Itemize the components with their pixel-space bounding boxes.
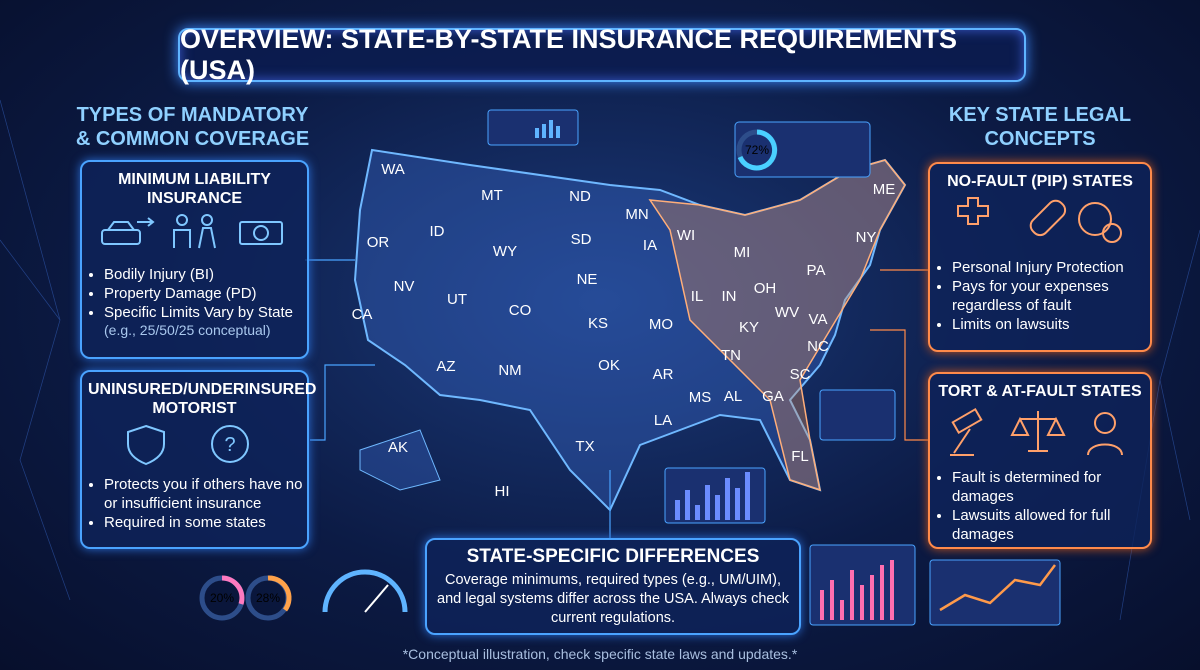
right-heading: KEY STATE LEGAL CONCEPTS [948,104,1132,150]
bullet: Pays for your expenses regardless of fau… [952,277,1150,315]
state-label: ID [430,223,445,240]
state-label: NM [498,362,521,379]
state-label: OR [367,234,390,251]
icons: ? [127,424,249,466]
state-label: AK [388,439,408,456]
state-label: LA [654,412,672,429]
panel-title: MINIMUM LIABILITY INSURANCE [118,171,271,207]
state-label: PA [807,262,826,279]
state-label: SC [790,366,811,383]
tort-panel: TORT & AT-FAULT STATES Fault is determin… [928,372,1152,549]
state-label: MO [649,316,673,333]
uninsured-panel: UNINSURED/UNDERINSURED MOTORIST ? Protec… [80,370,317,549]
differences-panel: STATE-SPECIFIC DIFFERENCES Coverage mini… [425,538,801,635]
no-fault-panel: NO-FAULT (PIP) STATES Personal Injury Pr… [928,162,1152,352]
state-label: MT [481,187,503,204]
bullet: Required in some states [104,513,307,532]
state-label: KS [588,315,608,332]
panel-text: Coverage minimums, required types (e.g.,… [437,572,789,626]
bullet: Property Damage (PD) [104,284,307,303]
bullet: Limits on lawsuits [952,315,1150,334]
state-label: GA [762,388,784,405]
state-label: CO [509,302,532,319]
state-label: KY [739,319,759,336]
bullet: Lawsuits allowed for full damages [952,506,1150,544]
footnote: *Conceptual illustration, check specific… [402,646,798,662]
state-label: NE [577,271,598,288]
donut-label: 28% [256,591,280,605]
state-label: IN [722,288,737,305]
state-label: MN [625,206,648,223]
no-fault-region [648,159,906,492]
svg-text:?: ? [224,434,235,456]
title-box: OVERVIEW: STATE-BY-STATE INSURANCE REQUI… [178,24,1026,85]
state-label: ME [873,181,896,198]
state-label: WV [775,304,799,321]
icons [957,197,1122,243]
state-label: IL [691,288,704,305]
icons [101,214,283,249]
state-label: WY [493,243,517,260]
state-label: OH [754,280,777,297]
state-label: NY [856,229,877,246]
state-label: TN [721,347,741,364]
panel-title: TORT & AT-FAULT STATES [938,383,1142,400]
donut-label: 20% [210,591,234,605]
title: OVERVIEW: STATE-BY-STATE INSURANCE REQUI… [180,24,958,85]
state-label: WI [677,227,695,244]
bullet: Bodily Injury (BI) [104,265,307,284]
state-label: UT [447,291,467,308]
state-label: FL [791,448,809,465]
bullet: Protects you if others have no or insuff… [104,475,307,513]
state-label: ND [569,188,591,205]
panel-title: UNINSURED/UNDERINSURED MOTORIST [88,381,317,417]
state-label: TX [575,438,594,455]
state-label: AL [724,388,742,405]
state-label: NC [807,338,829,355]
state-label: IA [643,237,657,254]
donut-label: 72% [745,143,769,157]
state-label: AZ [436,358,455,375]
state-label: CA [352,306,373,323]
bullet: Specific Limits Vary by State [104,303,307,322]
state-label: NV [394,278,415,295]
state-label: VA [809,311,828,328]
alaska-shape [359,429,441,491]
bullet: Fault is determined for damages [952,468,1150,506]
state-label: SD [571,231,592,248]
state-label: OK [598,357,620,374]
state-label: MI [734,244,751,261]
bullet: Personal Injury Protection [952,258,1150,277]
state-label: HI [495,483,510,500]
left-heading: TYPES OF MANDATORY & COMMON COVERAGE [75,104,310,150]
panel-title: STATE-SPECIFIC DIFFERENCES [466,546,760,567]
liability-panel: MINIMUM LIABILITY INSURANCE Bodily Injur… [80,160,309,359]
state-label: AR [653,366,674,383]
panel-title: NO-FAULT (PIP) STATES [947,173,1133,190]
state-label: WA [381,161,405,178]
icons [950,407,1123,456]
state-label: MS [689,389,712,406]
note: (e.g., 25/50/25 conceptual) [104,322,271,338]
